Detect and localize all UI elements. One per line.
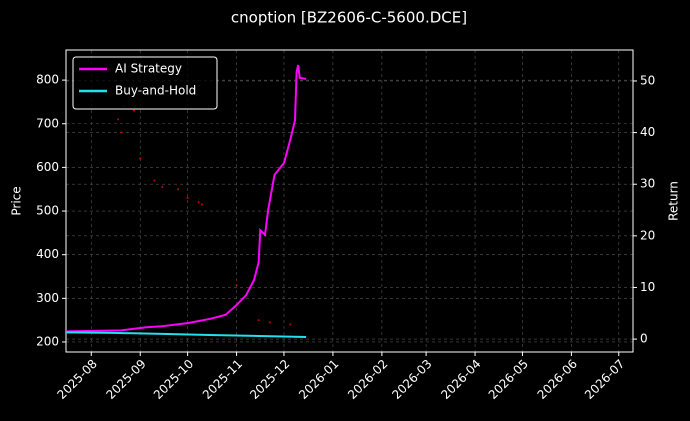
x-tick-label: 2026-07: [582, 357, 627, 402]
price-dot: [197, 201, 200, 204]
x-tick-label: 2026-03: [389, 357, 434, 402]
y2-tick-label: 30: [640, 177, 655, 191]
y-tick-label: 200: [36, 334, 59, 348]
y-tick-label: 600: [36, 160, 59, 174]
x-tick-label: 2026-01: [296, 357, 341, 402]
y-axis-label: Price: [10, 186, 24, 215]
price-dot: [186, 196, 189, 199]
y-tick-label: 500: [36, 204, 59, 218]
x-tick-label: 2025-12: [247, 357, 292, 402]
price-dot: [132, 109, 135, 112]
y2-tick-label: 50: [640, 73, 655, 87]
x-tick-label: 2025-11: [200, 357, 245, 402]
x-tick-label: 2025-10: [151, 357, 196, 402]
x-tick-label: 2026-04: [438, 357, 483, 402]
price-dot: [177, 188, 180, 191]
chart-title: cnoption [BZ2606-C-5600.DCE]: [231, 9, 467, 27]
y-tick-label: 400: [36, 247, 59, 261]
price-dot: [200, 203, 203, 206]
x-tick-label: 2025-08: [55, 357, 100, 402]
price-dot: [235, 284, 238, 287]
legend-frame: [72, 56, 218, 110]
y2-tick-label: 0: [640, 332, 648, 346]
legend: AI Strategy Buy-and-Hold: [72, 56, 218, 110]
legend-label: AI Strategy: [115, 62, 182, 76]
y2-tick-label: 20: [640, 228, 655, 242]
price-dot: [153, 179, 156, 182]
price-dot: [117, 118, 120, 121]
price-dot: [257, 319, 260, 322]
x-tick-label: 2026-05: [486, 357, 531, 402]
price-dot: [289, 323, 292, 326]
x-tick-label: 2025-09: [103, 357, 148, 402]
price-dot: [268, 321, 271, 324]
series-line: [65, 64, 307, 333]
y-tick-label: 800: [36, 73, 59, 87]
x-tick-label: 2026-02: [345, 357, 390, 402]
y2-tick-label: 10: [640, 280, 655, 294]
price-dot: [120, 131, 123, 134]
series-line: [65, 331, 307, 339]
y-tick-label: 700: [36, 116, 59, 130]
price-dot: [139, 157, 142, 160]
price-dot: [161, 186, 164, 189]
y2-axis-label: Return: [667, 181, 681, 221]
plot-frame: [65, 49, 634, 353]
y2-tick-label: 40: [640, 125, 655, 139]
y-tick-label: 300: [36, 291, 59, 305]
x-tick-label: 2026-06: [535, 357, 580, 402]
legend-label: Buy-and-Hold: [115, 84, 196, 98]
